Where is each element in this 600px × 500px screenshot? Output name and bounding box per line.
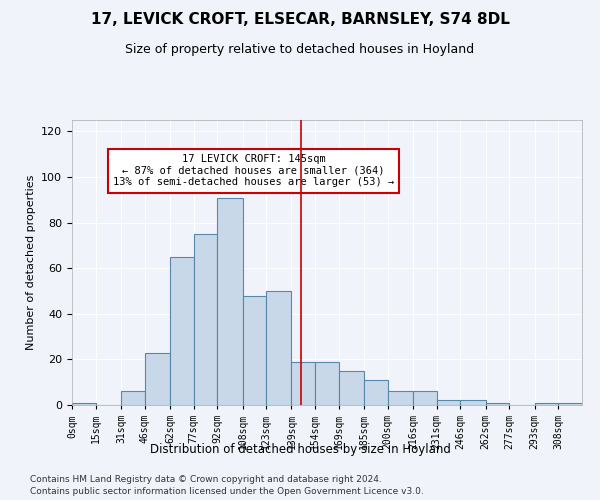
Bar: [217, 198, 242, 405]
Bar: [388, 392, 413, 405]
Bar: [315, 362, 339, 405]
Text: 17 LEVICK CROFT: 145sqm
← 87% of detached houses are smaller (364)
13% of semi-d: 17 LEVICK CROFT: 145sqm ← 87% of detache…: [113, 154, 394, 188]
Bar: [292, 362, 315, 405]
Bar: [170, 257, 194, 405]
Bar: [413, 392, 437, 405]
Bar: [266, 291, 292, 405]
Bar: [121, 392, 145, 405]
Text: Size of property relative to detached houses in Hoyland: Size of property relative to detached ho…: [125, 42, 475, 56]
Bar: [145, 352, 170, 405]
Text: Contains public sector information licensed under the Open Government Licence v3: Contains public sector information licen…: [30, 488, 424, 496]
Bar: [194, 234, 217, 405]
Text: Distribution of detached houses by size in Hoyland: Distribution of detached houses by size …: [149, 442, 451, 456]
Bar: [339, 371, 364, 405]
Bar: [437, 400, 460, 405]
Text: 17, LEVICK CROFT, ELSECAR, BARNSLEY, S74 8DL: 17, LEVICK CROFT, ELSECAR, BARNSLEY, S74…: [91, 12, 509, 28]
Y-axis label: Number of detached properties: Number of detached properties: [26, 175, 35, 350]
Bar: [559, 402, 582, 405]
Bar: [485, 402, 509, 405]
Bar: [364, 380, 388, 405]
Bar: [535, 402, 559, 405]
Bar: [242, 296, 266, 405]
Text: Contains HM Land Registry data © Crown copyright and database right 2024.: Contains HM Land Registry data © Crown c…: [30, 475, 382, 484]
Bar: [72, 402, 95, 405]
Bar: [460, 400, 485, 405]
